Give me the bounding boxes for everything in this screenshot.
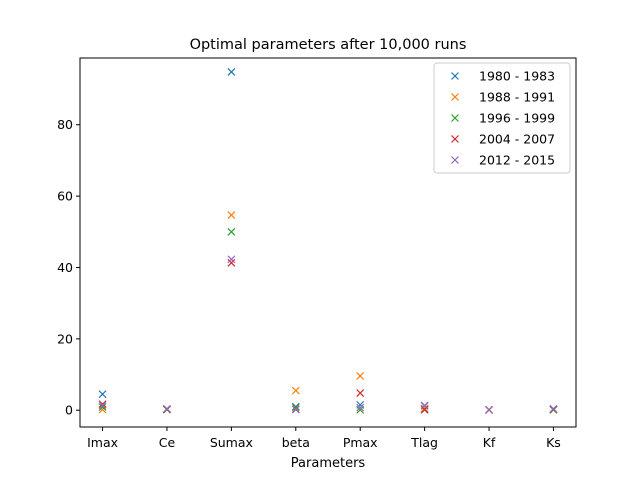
legend-marker — [451, 72, 459, 80]
legend: 1980 - 1983 1988 - 1991 1996 - 1999 2004 - … — [433, 62, 571, 174]
y-axis: 0 20 40 60 80 — [57, 117, 80, 418]
data-point — [227, 258, 236, 267]
data-point-stroke — [163, 404, 171, 413]
y-tick-label: 60 — [57, 189, 73, 204]
legend-marker — [451, 135, 459, 143]
data-point-stroke — [227, 211, 236, 219]
legend-box — [433, 62, 571, 174]
x-axis-label: Parameters — [291, 456, 366, 471]
data-point — [227, 227, 236, 236]
data-point-stroke — [291, 405, 300, 414]
data-point — [356, 389, 365, 398]
data-point-stroke — [485, 405, 493, 414]
plot-frame — [79, 57, 577, 428]
data-point-stroke — [420, 402, 429, 410]
y-tick-label: 0 — [65, 403, 73, 418]
data-point — [227, 255, 236, 264]
data-point-stroke — [356, 372, 365, 380]
data-point-stroke — [356, 403, 365, 412]
data-point — [356, 405, 365, 414]
data-point-stroke — [549, 404, 558, 413]
data-point-stroke — [227, 67, 236, 76]
x-tick-label: Tlag — [410, 435, 438, 450]
data-point — [98, 401, 107, 410]
x-tick-label: Ce — [159, 435, 176, 450]
data-point — [420, 404, 429, 413]
y-tick-label: 40 — [57, 260, 73, 275]
data-point — [549, 404, 558, 413]
legend-label: 1988 - 1991 — [479, 90, 555, 105]
data-point — [98, 400, 107, 409]
legend-label: 1980 - 1983 — [479, 69, 555, 84]
x-axis: Imax Ce Sumax beta Pmax Tlag Kf Ks — [87, 427, 561, 450]
data-point — [420, 405, 429, 414]
data-point — [356, 403, 365, 412]
data-point — [98, 403, 107, 411]
x-tick-label: beta — [282, 435, 310, 450]
legend-label: 2004 - 2007 — [479, 132, 555, 147]
chart-title: Optimal parameters after 10,000 runs — [190, 37, 467, 53]
legend-marker-stroke — [451, 156, 459, 164]
legend-label: 2012 - 2015 — [479, 153, 555, 168]
data-point — [291, 386, 300, 395]
data-point — [227, 211, 236, 219]
data-point-stroke — [227, 258, 236, 267]
x-tick-label: Sumax — [210, 435, 253, 450]
y-tick-label: 20 — [57, 331, 73, 346]
data-point-stroke — [420, 404, 429, 413]
data-point-stroke — [356, 389, 365, 398]
marks-layer — [98, 67, 558, 414]
data-point — [291, 403, 300, 412]
data-point — [163, 404, 171, 413]
data-point-stroke — [291, 386, 300, 395]
data-point — [98, 390, 107, 399]
x-tick-label: Imax — [87, 435, 118, 450]
legend-marker — [451, 93, 459, 101]
x-tick-label: Kf — [483, 435, 496, 450]
data-point — [227, 67, 236, 76]
data-point-stroke — [356, 405, 365, 414]
data-point — [485, 405, 493, 414]
data-point-stroke — [227, 227, 236, 236]
data-point — [291, 405, 300, 414]
y-tick-label: 80 — [57, 117, 73, 132]
data-point-stroke — [420, 405, 429, 414]
data-point-stroke — [98, 403, 107, 411]
legend-marker-stroke — [451, 72, 459, 80]
legend-label: 1996 - 1999 — [479, 111, 555, 126]
data-point-stroke — [98, 400, 107, 409]
legend-marker-stroke — [451, 93, 459, 101]
data-point-stroke — [291, 403, 300, 412]
legend-marker — [451, 156, 459, 164]
legend-marker-stroke — [451, 135, 459, 143]
legend-marker-stroke — [451, 114, 459, 122]
x-tick-label: Ks — [546, 435, 561, 450]
data-point — [356, 372, 365, 380]
data-point-stroke — [227, 255, 236, 264]
data-point-stroke — [98, 390, 107, 399]
legend-marker — [451, 114, 459, 122]
x-tick-label: Pmax — [343, 435, 378, 450]
data-point-stroke — [98, 401, 107, 410]
data-point — [420, 402, 429, 410]
